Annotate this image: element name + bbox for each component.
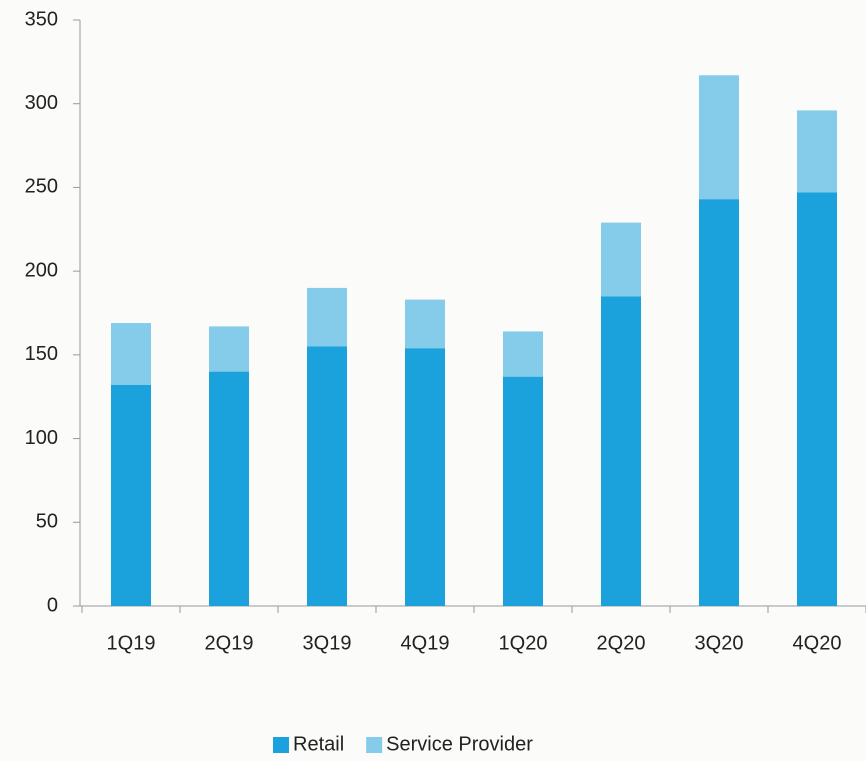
bar-segment [699,199,739,607]
bar-segment [405,348,445,606]
bar-segment [405,299,445,349]
x-tick-label: 4Q19 [401,632,450,654]
y-tick-label: 250 [25,176,58,198]
x-tick-label: 3Q19 [303,632,352,654]
bar-segment [797,192,837,607]
bar-segment [503,376,543,606]
y-tick-label: 150 [25,343,58,365]
bar-segment [797,110,837,193]
bar-segment [209,371,249,606]
y-tick-label: 100 [25,427,58,449]
y-tick-label: 50 [36,511,58,533]
bar-segment [601,222,641,297]
x-tick-label: 1Q19 [107,632,156,654]
legend-label: Retail [293,733,344,755]
bar-segment [307,287,347,347]
bar-segment [601,296,641,606]
legend-swatch [366,737,383,753]
x-tick-label: 2Q20 [597,632,646,654]
x-tick-label: 3Q20 [695,632,744,654]
x-tick-label: 4Q20 [793,632,842,654]
y-tick-label: 200 [25,259,58,281]
y-tick-label: 300 [25,92,58,114]
y-tick-label: 0 [47,594,58,616]
y-tick-label: 350 [25,8,58,30]
bar-segment [111,384,151,606]
bar-segment [503,331,543,377]
x-tick-label: 1Q20 [499,632,548,654]
bar-segment [307,346,347,606]
legend-swatch [273,737,289,753]
x-tick-label: 2Q19 [205,632,254,654]
bar-segment [111,323,151,385]
bar-segment [699,75,739,200]
legend-label: Service Provider [386,733,533,755]
bar-segment [209,326,249,372]
